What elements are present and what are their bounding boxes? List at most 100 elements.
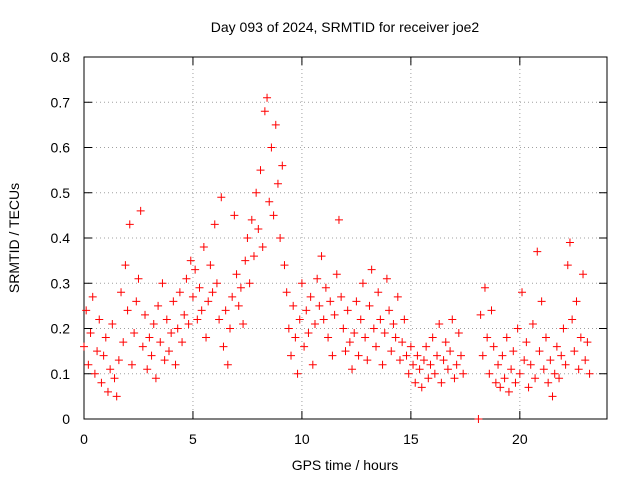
data-point (162, 315, 171, 324)
data-point (197, 306, 206, 315)
data-point (491, 378, 500, 387)
data-point (263, 93, 272, 102)
data-point (555, 374, 564, 383)
data-point (576, 333, 585, 342)
data-point (280, 261, 289, 270)
data-point (117, 288, 126, 297)
data-point (112, 392, 121, 401)
data-point (345, 338, 354, 347)
data-point (160, 356, 169, 365)
data-point (422, 342, 431, 351)
data-point (158, 279, 167, 288)
data-point (511, 378, 520, 387)
data-point (269, 211, 278, 220)
data-point (350, 329, 359, 338)
data-point (356, 315, 365, 324)
data-point (363, 356, 372, 365)
data-point (563, 261, 572, 270)
data-point (406, 342, 415, 351)
y-tick-label: 0.5 (51, 185, 71, 201)
data-point (217, 193, 226, 202)
data-point (489, 342, 498, 351)
data-point (382, 274, 391, 283)
data-point (252, 188, 261, 197)
plot-frame (83, 56, 608, 420)
data-point (145, 333, 154, 342)
data-point (302, 306, 311, 315)
data-point (402, 351, 411, 360)
data-point (208, 288, 217, 297)
data-point (415, 365, 424, 374)
data-point (409, 360, 418, 369)
data-point (151, 374, 160, 383)
data-point (232, 270, 241, 279)
data-point (398, 338, 407, 347)
data-point (354, 351, 363, 360)
data-point (191, 265, 200, 274)
data-point (178, 338, 187, 347)
data-point (234, 301, 243, 310)
data-point (332, 270, 341, 279)
data-point (223, 360, 232, 369)
data-point (127, 360, 136, 369)
data-point (313, 274, 322, 283)
data-point (507, 365, 516, 374)
x-axis-label: GPS time / hours (292, 457, 399, 473)
data-point (411, 378, 420, 387)
data-point (230, 211, 239, 220)
x-tick-labels: 0 5 10 15 20 (80, 431, 528, 447)
y-axis-label: SRMTID / TECUs (6, 183, 22, 293)
data-point (395, 356, 404, 365)
data-point (428, 333, 437, 342)
data-point (433, 351, 442, 360)
data-point (502, 333, 511, 342)
data-point (365, 301, 374, 310)
data-point (132, 297, 141, 306)
data-point (236, 283, 245, 292)
data-point (537, 297, 546, 306)
y-tick-labels: 0 0.1 0.2 0.3 0.4 0.5 0.6 0.7 0.8 (51, 49, 71, 427)
data-point (171, 360, 180, 369)
data-point (524, 383, 533, 392)
data-point (239, 319, 248, 328)
data-point (219, 342, 228, 351)
data-point (258, 243, 267, 252)
data-point (437, 378, 446, 387)
data-point (193, 315, 202, 324)
data-point (448, 315, 457, 324)
data-point (101, 333, 110, 342)
data-point (80, 342, 88, 351)
data-point (93, 347, 102, 356)
data-point (82, 306, 91, 315)
data-point (149, 319, 158, 328)
data-point (260, 107, 269, 116)
data-point (572, 297, 581, 306)
x-tick-label: 0 (80, 431, 88, 447)
data-point (321, 283, 330, 292)
data-point (583, 338, 592, 347)
data-point (188, 292, 197, 301)
data-point (210, 220, 219, 229)
chart-title: Day 093 of 2024, SRMTID for receiver joe… (211, 19, 480, 35)
data-point (156, 338, 165, 347)
data-point (515, 369, 524, 378)
data-point (284, 324, 293, 333)
data-point (369, 324, 378, 333)
data-point (199, 243, 208, 252)
data-point (106, 365, 115, 374)
y-tick-label: 0.4 (51, 230, 71, 246)
data-point (439, 356, 448, 365)
data-point (522, 338, 531, 347)
data-point (315, 301, 324, 310)
data-point (435, 319, 444, 328)
data-point (138, 342, 147, 351)
data-point (304, 329, 313, 338)
data-point (143, 365, 152, 374)
data-point (308, 360, 317, 369)
x-tick-label: 10 (294, 431, 310, 447)
data-point (533, 247, 542, 256)
data-point (585, 369, 594, 378)
data-point (574, 365, 583, 374)
data-point (385, 306, 394, 315)
